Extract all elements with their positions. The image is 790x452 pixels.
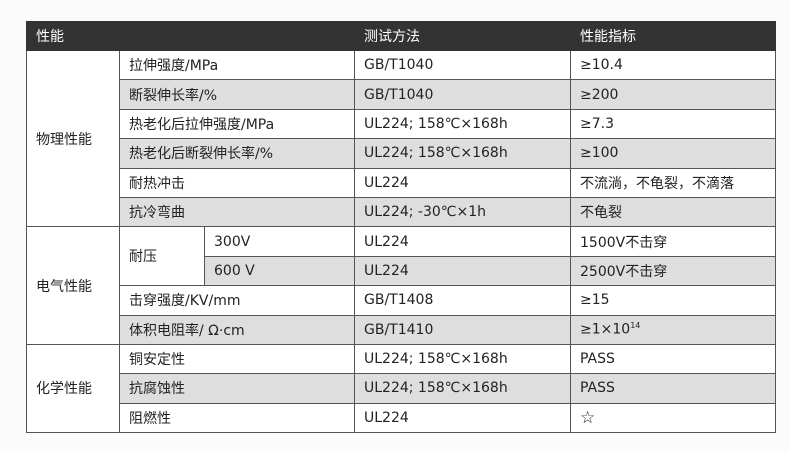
- header-method: 测试方法: [354, 21, 571, 51]
- item: 铜安定性: [119, 343, 355, 375]
- header-row: 性能 测试方法 性能指标: [26, 21, 776, 51]
- item: 断裂伸长率/%: [119, 79, 355, 110]
- method: UL224; 158℃×168h: [354, 108, 571, 140]
- method: UL224: [354, 255, 571, 287]
- value: ≥10.4: [570, 49, 776, 81]
- group-voltage: 耐压: [119, 226, 205, 287]
- method: UL224; 158℃×168h: [354, 138, 571, 169]
- item: 热老化后断裂伸长率/%: [119, 138, 355, 169]
- item: 击穿强度/KV/mm: [119, 285, 355, 316]
- item: 体积电阻率/ Ω·cm: [119, 314, 355, 345]
- method: UL224: [354, 226, 571, 257]
- value: ≥1×1014: [570, 314, 776, 345]
- table-row: 热老化后拉伸强度/MPa UL224; 158℃×168h ≥7.3: [27, 108, 776, 140]
- group-physical: 物理性能: [26, 49, 120, 228]
- item: 阻燃性: [119, 402, 355, 434]
- value: 1500V不击穿: [570, 226, 776, 257]
- value: ≥15: [570, 285, 776, 316]
- group-electrical: 电气性能: [26, 226, 120, 345]
- table-row: 物理性能 拉伸强度/MPa GB/T1040 ≥10.4: [26, 49, 776, 228]
- method: UL224; 158℃×168h: [354, 373, 571, 404]
- value: ≥100: [570, 138, 776, 169]
- value-base: ≥1×10: [580, 322, 631, 339]
- header-spec: 性能指标: [570, 21, 776, 51]
- table-row: 抗冷弯曲 UL224; -30℃×1h 不龟裂: [27, 196, 776, 228]
- item: 抗冷弯曲: [119, 196, 355, 228]
- method: GB/T1040: [354, 79, 571, 110]
- method: UL224: [354, 402, 571, 434]
- value: 不流淌，不龟裂，不滴落: [570, 167, 776, 198]
- item: 拉伸强度/MPa: [119, 49, 355, 81]
- table-row: 击穿强度/KV/mm GB/T1408 ≥15: [27, 285, 776, 316]
- table-row: 耐热冲击 UL224 不流淌，不龟裂，不滴落: [27, 167, 776, 198]
- method: GB/T1410: [354, 314, 571, 345]
- group-chemical: 化学性能: [26, 343, 120, 434]
- method: GB/T1040: [354, 49, 571, 81]
- method: UL224: [354, 167, 571, 198]
- table-row: 体积电阻率/ Ω·cm GB/T1410 ≥1×1014: [27, 314, 776, 345]
- table-row: 阻燃性 UL224 ☆: [27, 402, 776, 434]
- properties-table: 性能 测试方法 性能指标 物理性能 拉伸强度/MPa GB/T1040 ≥10.…: [26, 21, 776, 434]
- item: 耐热冲击: [119, 167, 355, 198]
- table-row: 电气性能 耐压 300V UL224 1500V不击穿: [26, 226, 776, 345]
- table-row: 热老化后断裂伸长率/% UL224; 158℃×168h ≥100: [27, 138, 776, 169]
- value-exponent: 14: [630, 321, 641, 331]
- table-row: 化学性能 铜安定性 UL224; 158℃×168h PASS: [26, 343, 776, 434]
- value: PASS: [570, 343, 776, 375]
- item: 300V: [204, 226, 355, 257]
- method: GB/T1408: [354, 285, 571, 316]
- value: 2500V不击穿: [570, 255, 776, 287]
- table-row: 600 V UL224 2500V不击穿: [27, 255, 776, 287]
- header-property: 性能: [26, 21, 355, 51]
- item: 抗腐蚀性: [119, 373, 355, 404]
- value: ≥7.3: [570, 108, 776, 140]
- value: 不龟裂: [570, 196, 776, 228]
- value: ≥200: [570, 79, 776, 110]
- table-row: 抗腐蚀性 UL224; 158℃×168h PASS: [27, 373, 776, 404]
- value: ☆: [570, 402, 776, 434]
- item: 热老化后拉伸强度/MPa: [119, 108, 355, 140]
- method: UL224; -30℃×1h: [354, 196, 571, 228]
- item: 600 V: [204, 255, 355, 287]
- value: PASS: [570, 373, 776, 404]
- method: UL224; 158℃×168h: [354, 343, 571, 375]
- table-row: 断裂伸长率/% GB/T1040 ≥200: [27, 79, 776, 110]
